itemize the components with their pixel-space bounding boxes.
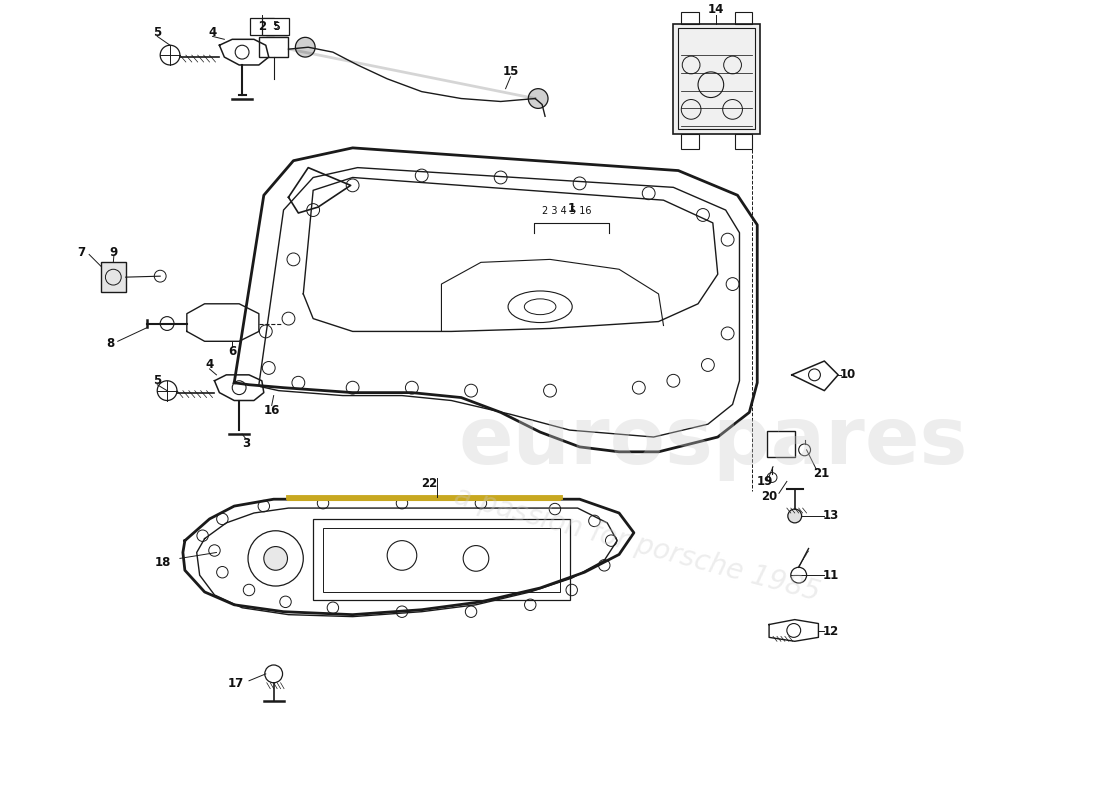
Text: 14: 14 [707, 3, 724, 16]
Text: 22: 22 [421, 477, 438, 490]
Bar [258, 38, 288, 57]
Text: 16: 16 [264, 404, 279, 417]
Bar [262, 18, 289, 35]
Circle shape [296, 38, 315, 57]
Bar [323, 528, 560, 592]
Text: 5: 5 [273, 22, 280, 32]
Text: 5: 5 [273, 22, 280, 32]
Text: 13: 13 [823, 510, 839, 522]
Bar [767, 431, 794, 457]
Text: 9: 9 [110, 246, 118, 259]
Text: 5: 5 [153, 26, 162, 39]
Bar [735, 12, 752, 23]
Text: eurospares: eurospares [458, 403, 968, 481]
Bar [681, 12, 698, 23]
Bar [266, 18, 287, 35]
Text: 5: 5 [273, 22, 279, 31]
Bar [679, 29, 756, 129]
Bar [314, 519, 570, 600]
Text: 19: 19 [757, 475, 773, 488]
Text: 12: 12 [823, 625, 839, 638]
Text: 15: 15 [503, 66, 519, 78]
Circle shape [788, 509, 802, 523]
Text: 21: 21 [813, 467, 829, 480]
Bar [101, 262, 125, 292]
Text: 20: 20 [761, 490, 778, 502]
Text: 4: 4 [208, 26, 217, 39]
Text: 4: 4 [206, 358, 213, 371]
Text: 2: 2 [257, 20, 266, 33]
Text: 11: 11 [823, 569, 839, 582]
Bar [681, 134, 698, 149]
Text: 7: 7 [77, 246, 86, 259]
Text: 18: 18 [155, 556, 172, 569]
Bar [673, 23, 760, 134]
Text: 5: 5 [153, 374, 162, 387]
Bar [250, 18, 274, 35]
Circle shape [528, 89, 548, 108]
Text: 10: 10 [840, 368, 856, 382]
Bar [735, 134, 752, 149]
Text: 1: 1 [568, 202, 575, 214]
Text: 3: 3 [242, 438, 250, 450]
Text: 8: 8 [107, 337, 116, 350]
Text: a passion for porsche 1985: a passion for porsche 1985 [451, 482, 823, 607]
Text: 2 3 4 5 16: 2 3 4 5 16 [542, 206, 592, 216]
Text: 6: 6 [228, 345, 236, 358]
Text: 17: 17 [228, 678, 244, 690]
Circle shape [264, 546, 287, 570]
